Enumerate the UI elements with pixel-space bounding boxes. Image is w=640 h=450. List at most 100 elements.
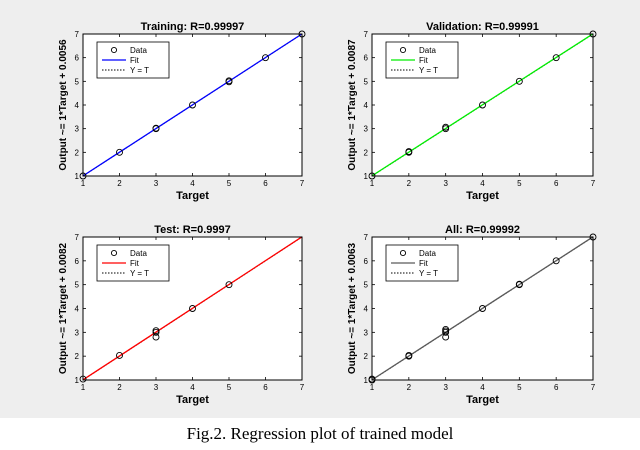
y-tick-label: 5 bbox=[75, 281, 80, 290]
x-tick-label: 4 bbox=[190, 383, 195, 392]
y-tick-label: 2 bbox=[364, 148, 369, 157]
x-tick-label: 4 bbox=[480, 179, 485, 188]
chart-panel-2: Validation: R=0.99991 Target Output ~= 1*T… bbox=[347, 21, 597, 202]
x-tick-label: 6 bbox=[554, 179, 559, 188]
axes-box bbox=[82, 236, 303, 381]
axes-box bbox=[371, 33, 594, 177]
data-point bbox=[262, 54, 269, 62]
data-point bbox=[116, 352, 123, 359]
x-tick-label: 1 bbox=[81, 179, 86, 188]
y-tick-label: 6 bbox=[364, 257, 369, 266]
y-tick-label: 6 bbox=[75, 257, 80, 266]
chart-panel-4: All: R=0.99992 Target Output ~= 1*Target +… bbox=[347, 224, 597, 406]
data-point bbox=[189, 305, 196, 312]
data-point bbox=[152, 327, 160, 335]
y-tick-label: 1 bbox=[364, 172, 369, 181]
fit-line bbox=[82, 236, 303, 381]
y-tick-label: 3 bbox=[75, 328, 80, 337]
chart-title: Test: R=0.9997 bbox=[154, 224, 231, 236]
x-tick-label: 7 bbox=[300, 383, 305, 392]
chart-title: Validation: R=0.99991 bbox=[426, 21, 539, 33]
x-tick-label: 6 bbox=[554, 383, 559, 392]
legend-label: Data bbox=[419, 249, 436, 258]
y-tick-label: 2 bbox=[75, 148, 80, 157]
legend-label: Fit bbox=[130, 259, 140, 268]
x-tick-label: 1 bbox=[370, 179, 375, 188]
y-tick-label: 7 bbox=[75, 30, 80, 39]
legend-label: Fit bbox=[130, 56, 140, 65]
y-tick-label: 4 bbox=[364, 305, 369, 314]
x-tick-label: 2 bbox=[407, 383, 412, 392]
y-tick-label: 1 bbox=[364, 376, 369, 385]
x-tick-label: 5 bbox=[227, 179, 232, 188]
y-axis-label: Output ~= 1*Target + 0.0087 bbox=[347, 39, 358, 171]
y-tick-label: 4 bbox=[75, 101, 80, 110]
legend-label: Y = T bbox=[419, 66, 438, 75]
data-point bbox=[116, 148, 123, 156]
x-tick-label: 7 bbox=[300, 179, 305, 188]
data-point bbox=[152, 124, 160, 132]
legend-label: Fit bbox=[419, 56, 429, 65]
regression-plots-svg: Training: R=0.99997 Target Output ~= 1*Tar… bbox=[58, 21, 597, 406]
data-point bbox=[442, 123, 450, 131]
y-tick-label: 5 bbox=[364, 77, 369, 86]
x-tick-label: 3 bbox=[154, 383, 159, 392]
x-axis-label: Target bbox=[466, 394, 499, 406]
legend-label: Data bbox=[419, 46, 436, 55]
data-point bbox=[225, 281, 233, 289]
data-point bbox=[479, 101, 486, 109]
y-tick-label: 7 bbox=[364, 30, 369, 39]
x-tick-label: 7 bbox=[591, 179, 596, 188]
legend-data-marker bbox=[110, 249, 118, 257]
y-tick-label: 5 bbox=[75, 77, 80, 86]
data-point bbox=[552, 257, 560, 265]
y-tick-label: 4 bbox=[364, 101, 369, 110]
y-tick-label: 3 bbox=[364, 328, 369, 337]
data-point bbox=[405, 148, 413, 156]
x-tick-label: 2 bbox=[117, 179, 122, 188]
x-tick-label: 1 bbox=[370, 383, 375, 392]
y-tick-label: 7 bbox=[75, 233, 80, 242]
x-tick-label: 5 bbox=[517, 179, 522, 188]
chart-panel-3: Test: R=0.9997 Target Output ~= 1*Target +… bbox=[58, 224, 305, 406]
legend-label: Data bbox=[130, 46, 147, 55]
legend-label: Y = T bbox=[419, 269, 438, 278]
x-tick-label: 4 bbox=[480, 383, 485, 392]
y-tick-label: 1 bbox=[75, 172, 80, 181]
x-axis-label: Target bbox=[466, 190, 499, 202]
chart-panel-1: Training: R=0.99997 Target Output ~= 1*Tar… bbox=[58, 21, 306, 202]
x-tick-label: 5 bbox=[517, 383, 522, 392]
regression-figure: Training: R=0.99997 Target Output ~= 1*Tar… bbox=[0, 0, 640, 418]
x-tick-label: 3 bbox=[154, 179, 159, 188]
x-tick-label: 7 bbox=[591, 383, 596, 392]
fit-line bbox=[371, 33, 594, 177]
data-point bbox=[225, 77, 233, 85]
y-tick-label: 3 bbox=[75, 125, 80, 134]
legend-label: Y = T bbox=[130, 66, 149, 75]
y-tick-label: 7 bbox=[364, 233, 369, 242]
legend-data-marker bbox=[399, 249, 407, 257]
y-axis-label: Output ~= 1*Target + 0.0063 bbox=[347, 242, 358, 374]
y-tick-label: 1 bbox=[75, 376, 80, 385]
data-point bbox=[515, 280, 523, 288]
chart-title: All: R=0.99992 bbox=[445, 224, 520, 236]
y-tick-label: 2 bbox=[75, 352, 80, 361]
y-tick-label: 5 bbox=[364, 281, 369, 290]
legend-data-marker bbox=[399, 46, 407, 54]
x-axis-label: Target bbox=[176, 394, 209, 406]
x-axis-label: Target bbox=[176, 190, 209, 202]
y-axis-label: Output ~= 1*Target + 0.0056 bbox=[58, 39, 69, 171]
fit-line bbox=[371, 236, 594, 381]
x-tick-label: 2 bbox=[407, 179, 412, 188]
x-tick-label: 5 bbox=[227, 383, 232, 392]
x-tick-label: 6 bbox=[263, 383, 268, 392]
chart-title: Training: R=0.99997 bbox=[141, 21, 245, 33]
x-tick-label: 3 bbox=[443, 179, 448, 188]
data-point bbox=[552, 54, 560, 62]
y-tick-label: 6 bbox=[75, 54, 80, 63]
y-axis-label: Output ~= 1*Target + 0.0082 bbox=[58, 242, 69, 374]
legend-data-marker bbox=[110, 46, 118, 54]
